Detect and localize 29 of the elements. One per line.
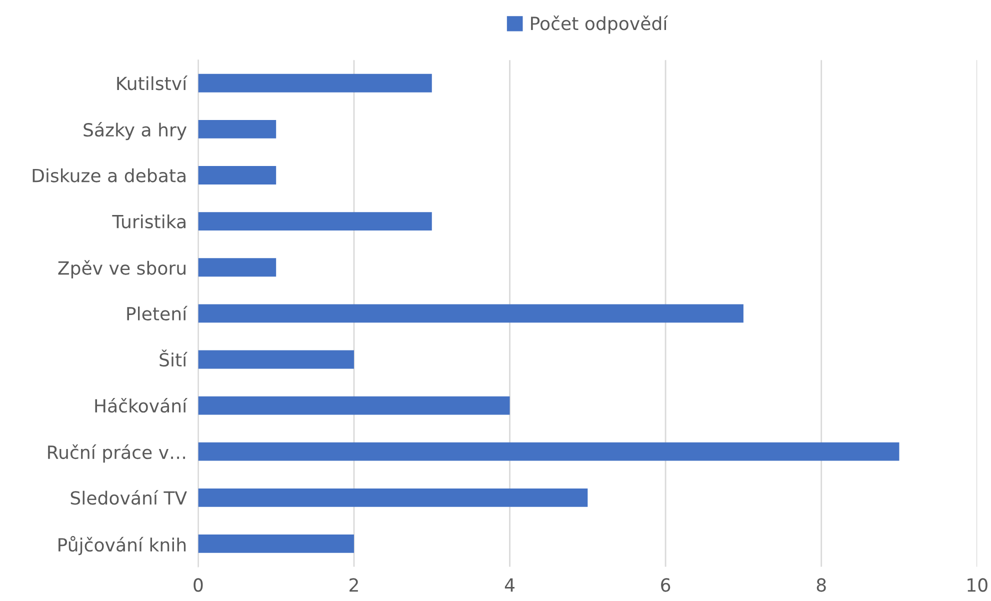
x-tick-label: 4 [504,578,514,592]
bar [198,350,354,369]
y-tick-label: Turistika [112,214,186,228]
bar [198,258,276,277]
y-tick-label: Pletení [127,306,188,321]
x-tick-label: 8 [816,578,826,592]
x-tick-label: 6 [661,578,670,592]
x-tick-label: 0 [194,578,203,592]
y-tick-label: Půjčování knih [58,536,186,556]
bar [198,534,354,553]
bar [198,488,588,507]
y-tick-label: Háčkování [95,398,188,413]
bar [198,212,432,231]
y-tick-label: Ruční práce v… [48,444,186,463]
y-tick-label: Sázky a hry [84,122,187,140]
x-tick-label: 10 [968,578,988,592]
bar [198,304,744,323]
y-tick-label: Sledování TV [70,490,187,505]
y-tick-label: Zpěv ve sboru [58,260,186,278]
x-tick-label: 2 [350,578,358,592]
bar [198,74,432,92]
bar [198,166,276,184]
y-tick-label: Šití [160,350,188,367]
y-tick-label: Kutilství [117,76,188,90]
bar [198,442,900,461]
bar [198,120,276,138]
bar [198,396,510,415]
y-tick-label: Diskuze a debata [32,168,186,182]
legend-label: Počet odpovědí [531,16,668,34]
